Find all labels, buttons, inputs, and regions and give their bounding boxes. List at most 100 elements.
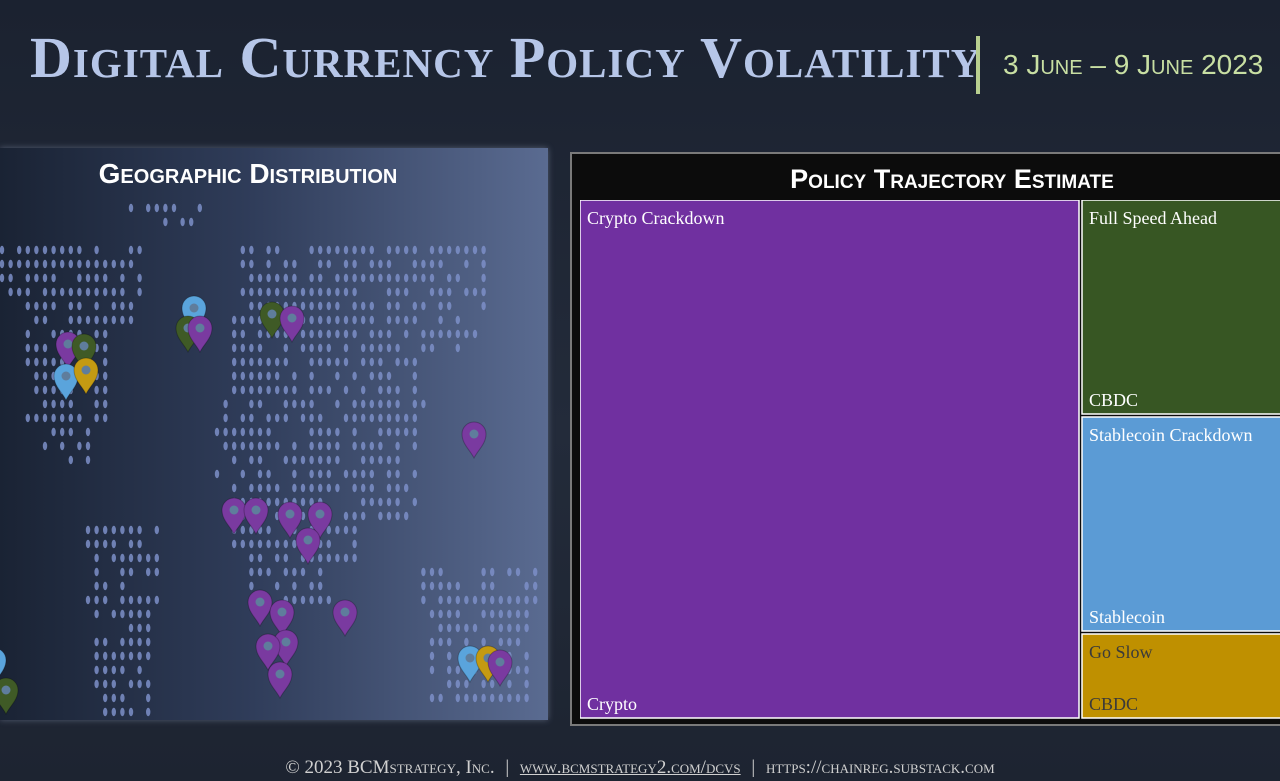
map-dot xyxy=(335,245,340,255)
map-dot xyxy=(490,567,495,577)
purple-location-pin-icon[interactable] xyxy=(221,497,247,536)
purple-location-pin-icon[interactable] xyxy=(255,633,281,672)
purple-location-pin-icon[interactable] xyxy=(295,527,321,566)
map-dot xyxy=(42,301,48,311)
treemap-cell[interactable]: Crypto Crackdown Crypto xyxy=(580,200,1080,719)
map-dot xyxy=(335,371,340,381)
map-dot xyxy=(25,357,30,367)
map-dot xyxy=(249,273,254,283)
map-dot xyxy=(472,623,478,633)
map-dot xyxy=(51,287,56,297)
map-dot xyxy=(352,315,357,325)
purple-location-pin-icon[interactable] xyxy=(277,501,303,540)
map-dot xyxy=(103,413,108,423)
purple-location-pin-icon[interactable] xyxy=(461,421,487,460)
map-dot xyxy=(429,567,435,577)
green-location-pin-icon[interactable] xyxy=(71,333,97,372)
purple-location-pin-icon[interactable] xyxy=(187,315,213,354)
map-dot xyxy=(25,301,30,311)
map-dot xyxy=(283,553,288,563)
map-dot xyxy=(429,609,435,619)
map-dot xyxy=(171,203,177,213)
purple-location-pin-icon[interactable] xyxy=(487,649,513,688)
map-dot xyxy=(137,553,142,563)
map-dot xyxy=(94,385,99,395)
map-dot xyxy=(395,483,400,493)
green-location-pin-icon[interactable] xyxy=(259,301,285,340)
map-dot xyxy=(533,567,538,577)
map-dot xyxy=(266,539,271,549)
map-dot xyxy=(343,343,349,353)
map-dot xyxy=(481,273,486,283)
map-dot xyxy=(318,413,323,423)
footer: © 2023 BCMstrategy, Inc. | www.bcmstrate… xyxy=(0,757,1280,779)
map-dot xyxy=(34,343,39,353)
map-dot xyxy=(111,315,117,325)
map-dot xyxy=(472,329,478,339)
map-dot xyxy=(395,399,400,409)
map-dot xyxy=(257,427,263,437)
green-location-pin-icon[interactable] xyxy=(0,677,19,716)
map-dot xyxy=(51,301,56,311)
gold-location-pin-icon[interactable] xyxy=(73,357,99,396)
map-dot xyxy=(369,343,374,353)
map-dot xyxy=(386,287,392,297)
treemap-label: Go Slow xyxy=(1089,642,1153,662)
blue-location-pin-icon[interactable] xyxy=(0,648,7,684)
treemap-cell[interactable]: Stablecoin Crackdown Stablecoin xyxy=(1081,416,1280,632)
policy-trajectory-panel: Policy Trajectory Estimate Crypto Crackd… xyxy=(570,152,1280,726)
website-link[interactable]: www.bcmstrategy2.com/dcvs xyxy=(519,757,741,778)
map-dot xyxy=(154,203,159,213)
map-dot xyxy=(378,259,383,269)
map-dot xyxy=(515,567,521,577)
map-dot xyxy=(120,525,125,535)
map-dot xyxy=(232,455,237,465)
map-dot xyxy=(128,707,134,717)
purple-location-pin-icon[interactable] xyxy=(269,599,295,638)
map-dot xyxy=(283,455,288,465)
map-dot xyxy=(42,273,48,283)
map-dot xyxy=(60,441,65,451)
map-dot xyxy=(455,343,460,353)
purple-location-pin-icon[interactable] xyxy=(267,661,293,700)
map-dot xyxy=(515,637,521,647)
map-dot xyxy=(0,259,5,269)
purple-location-pin-icon[interactable] xyxy=(243,497,269,536)
map-dot xyxy=(249,399,254,409)
map-dot xyxy=(395,385,400,395)
map-dot xyxy=(283,343,288,353)
map-dot xyxy=(103,637,108,647)
treemap-cell[interactable]: Go Slow CBDC xyxy=(1081,633,1280,719)
map-dot xyxy=(85,441,91,451)
map-dot xyxy=(343,329,349,339)
purple-location-pin-icon[interactable] xyxy=(332,599,358,638)
map-dot xyxy=(395,413,400,423)
blue-location-pin-icon[interactable] xyxy=(53,363,79,402)
map-dot xyxy=(378,371,383,381)
map-dot xyxy=(438,637,443,647)
map-dot xyxy=(472,245,478,255)
map-dot xyxy=(352,427,357,437)
map-dot xyxy=(361,469,366,479)
map-dot xyxy=(8,287,13,297)
treemap-cell[interactable]: Full Speed Ahead CBDC xyxy=(1081,200,1280,415)
map-dot xyxy=(240,357,245,367)
substack-link[interactable]: https://chainreg.substack.com xyxy=(765,757,995,778)
purple-location-pin-icon[interactable] xyxy=(279,305,305,344)
purple-location-pin-icon[interactable] xyxy=(247,589,273,628)
map-dot xyxy=(249,371,254,381)
map-dot xyxy=(232,385,237,395)
purple-location-pin-icon[interactable] xyxy=(307,501,333,540)
map-dot xyxy=(447,329,452,339)
map-dot xyxy=(120,273,125,283)
map-dot xyxy=(438,567,443,577)
map-dot xyxy=(94,245,99,255)
map-dot xyxy=(300,343,306,353)
map-dot xyxy=(309,399,314,409)
map-dot xyxy=(128,301,134,311)
map-dot xyxy=(309,315,314,325)
map-dot xyxy=(515,665,521,675)
map-dot xyxy=(343,553,349,563)
map-dot xyxy=(275,329,280,339)
map-dot xyxy=(34,413,39,423)
